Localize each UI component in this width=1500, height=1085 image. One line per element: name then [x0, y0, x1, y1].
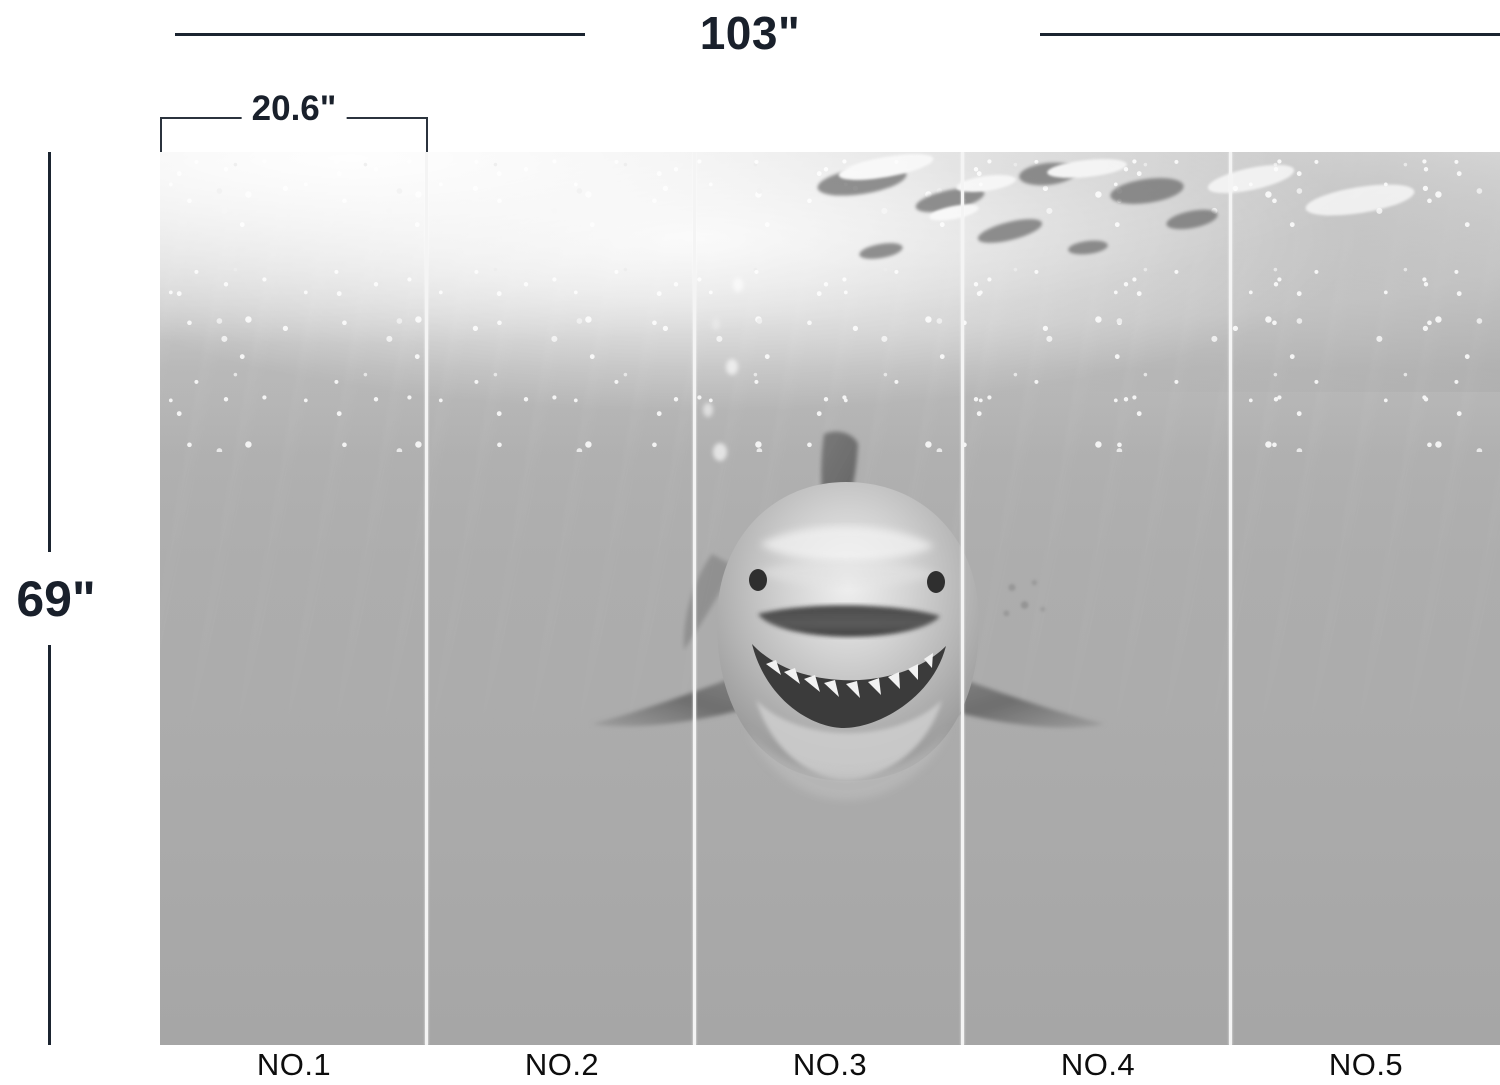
- panel-seam-3: [961, 152, 964, 1045]
- panel-width-tick-right: [426, 117, 428, 152]
- underside-shading: [746, 728, 950, 800]
- upper-jaw-shadow: [758, 605, 940, 637]
- panel-seams: [160, 152, 1500, 1045]
- overall-height-value: 69": [0, 552, 116, 645]
- overall-height-dimension: 69": [0, 152, 150, 1045]
- panel-seam-2: [693, 152, 696, 1045]
- overall-width-value: 103": [699, 7, 801, 59]
- water-speckle: [990, 562, 1061, 633]
- overall-width-dimension: 103": [0, 0, 1500, 70]
- trailing-fin: [683, 554, 734, 650]
- teeth: [766, 653, 933, 698]
- panel-width-tick-left: [160, 117, 162, 152]
- left-eye: [749, 569, 767, 591]
- panel-seam-1: [425, 152, 428, 1045]
- bubble-trail: [703, 278, 743, 461]
- height-rule-top: [48, 152, 51, 562]
- mural-artwork: [160, 152, 1500, 1045]
- snout-highlight-2: [756, 560, 938, 588]
- snout-highlight: [760, 526, 934, 561]
- bubble-foam: [160, 152, 1500, 452]
- height-rule-bottom: [48, 645, 51, 1045]
- panel-seam-4: [1229, 152, 1232, 1045]
- panel-label-5: NO.5: [1328, 1047, 1404, 1082]
- lower-jaw: [756, 700, 942, 780]
- panel-label-3: NO.3: [792, 1047, 868, 1082]
- width-rule-right: [1040, 33, 1500, 36]
- width-rule-left: [175, 33, 585, 36]
- panel-label-1: NO.1: [256, 1047, 332, 1082]
- shark-figure: [160, 152, 1500, 1045]
- right-eye: [927, 571, 945, 593]
- panel-label-2: NO.2: [524, 1047, 600, 1082]
- panel-label-4: NO.4: [1060, 1047, 1136, 1082]
- panel-width-value: 20.6": [241, 84, 347, 134]
- panel-label-row: NO.1 NO.2 NO.3 NO.4 NO.5: [160, 1045, 1500, 1085]
- panel-width-dimension: 20.6": [160, 80, 428, 152]
